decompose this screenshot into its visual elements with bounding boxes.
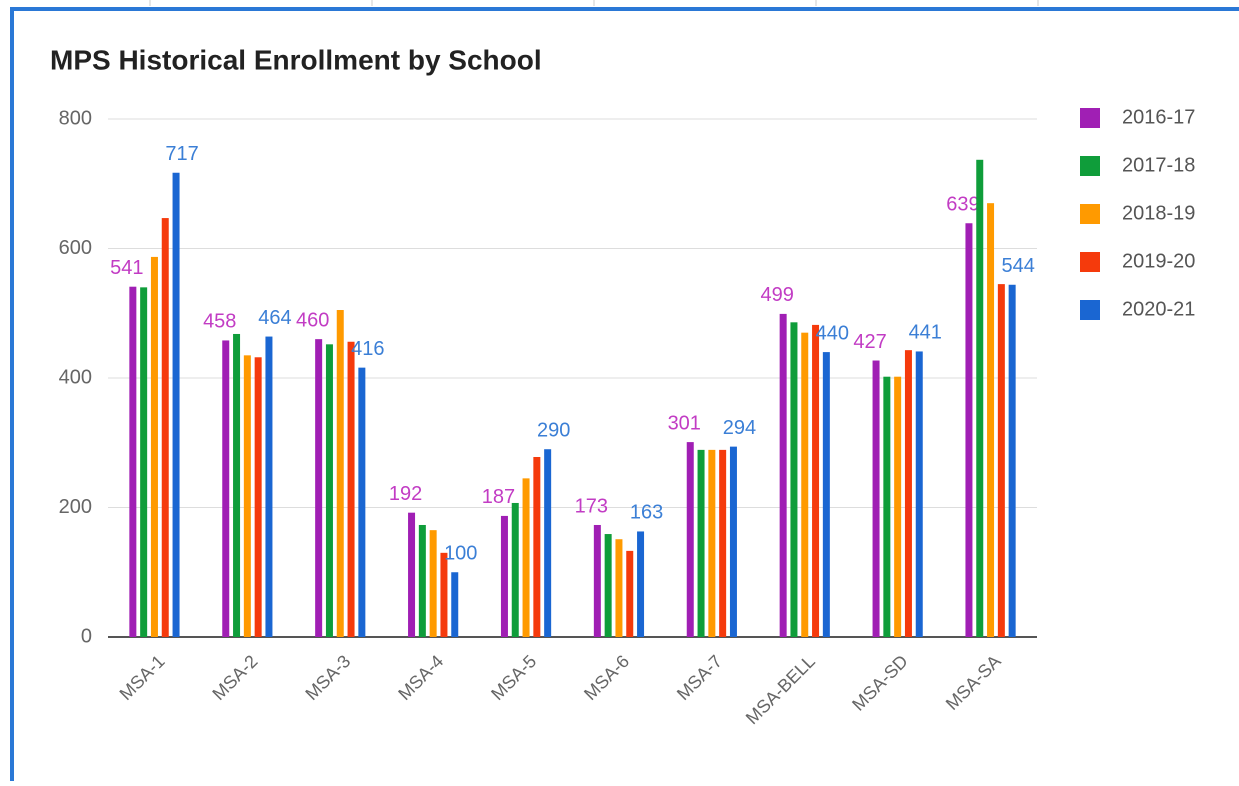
bar [779, 313, 787, 637]
bar [222, 340, 230, 637]
data-label: 499 [760, 284, 793, 306]
bar [522, 478, 530, 637]
bar [150, 256, 158, 637]
bar [418, 524, 426, 637]
bar [315, 339, 323, 637]
data-label: 458 [203, 311, 236, 333]
data-label: 416 [351, 338, 384, 360]
bar [790, 322, 798, 637]
bar [976, 159, 984, 638]
data-label: 301 [668, 412, 701, 434]
y-tick-label: 400 [59, 366, 92, 388]
bar [894, 376, 902, 637]
bar [686, 442, 694, 637]
data-label: 427 [853, 331, 886, 353]
bar [429, 530, 437, 637]
bar [347, 341, 355, 637]
bar [440, 552, 448, 637]
bar [604, 534, 612, 637]
bar [233, 333, 241, 637]
data-label: 187 [482, 486, 515, 508]
bar [161, 218, 169, 637]
bar [719, 449, 727, 637]
legend-swatch [1080, 156, 1100, 176]
data-label: 441 [909, 322, 942, 344]
bar [265, 336, 273, 637]
bar [500, 515, 508, 637]
bar [822, 352, 830, 637]
legend-swatch [1080, 300, 1100, 320]
data-label: 544 [1001, 255, 1034, 277]
data-label: 541 [110, 257, 143, 279]
bar [708, 449, 716, 637]
data-label: 163 [630, 502, 663, 524]
bar [915, 351, 923, 637]
bar [729, 446, 737, 637]
bar [129, 286, 137, 637]
data-label: 717 [165, 143, 198, 165]
legend-label: 2016-17 [1122, 106, 1195, 128]
bar [544, 449, 552, 637]
bar [626, 550, 634, 637]
legend-label: 2019-20 [1122, 250, 1195, 272]
data-label: 294 [723, 417, 756, 439]
bar [697, 449, 705, 637]
bar [140, 287, 148, 637]
data-label: 460 [296, 309, 329, 331]
bar [904, 350, 912, 637]
bar [533, 456, 541, 637]
y-tick-label: 600 [59, 237, 92, 259]
bar [872, 360, 880, 637]
frame-border [10, 7, 1239, 781]
bar [172, 172, 180, 637]
bar [358, 367, 366, 637]
data-label: 100 [444, 543, 477, 565]
data-label: 464 [258, 307, 291, 329]
bar [615, 539, 623, 637]
data-label: 440 [816, 322, 849, 344]
y-tick-label: 200 [59, 496, 92, 518]
legend-swatch [1080, 204, 1100, 224]
bar [511, 502, 519, 637]
y-tick-label: 0 [81, 625, 92, 647]
bar [408, 512, 416, 637]
bar [451, 572, 459, 637]
data-label: 290 [537, 420, 570, 442]
bar [593, 524, 601, 637]
y-tick-label: 800 [59, 107, 92, 129]
bar [325, 344, 333, 637]
bar [987, 203, 995, 638]
legend-label: 2020-21 [1122, 298, 1195, 320]
bar [883, 376, 891, 637]
bar [336, 310, 344, 637]
bar [997, 284, 1005, 637]
data-label: 639 [946, 194, 979, 216]
bar [1008, 284, 1016, 637]
bar [812, 324, 820, 637]
bar [254, 357, 262, 637]
data-label: 173 [575, 495, 608, 517]
bar [243, 355, 251, 637]
bar [637, 531, 645, 637]
bar [801, 332, 809, 637]
data-label: 192 [389, 483, 422, 505]
legend-swatch [1080, 108, 1100, 128]
chart-title: MPS Historical Enrollment by School [50, 44, 542, 75]
bar [965, 223, 973, 637]
legend-swatch [1080, 252, 1100, 272]
legend-label: 2018-19 [1122, 202, 1195, 224]
legend-label: 2017-18 [1122, 154, 1195, 176]
